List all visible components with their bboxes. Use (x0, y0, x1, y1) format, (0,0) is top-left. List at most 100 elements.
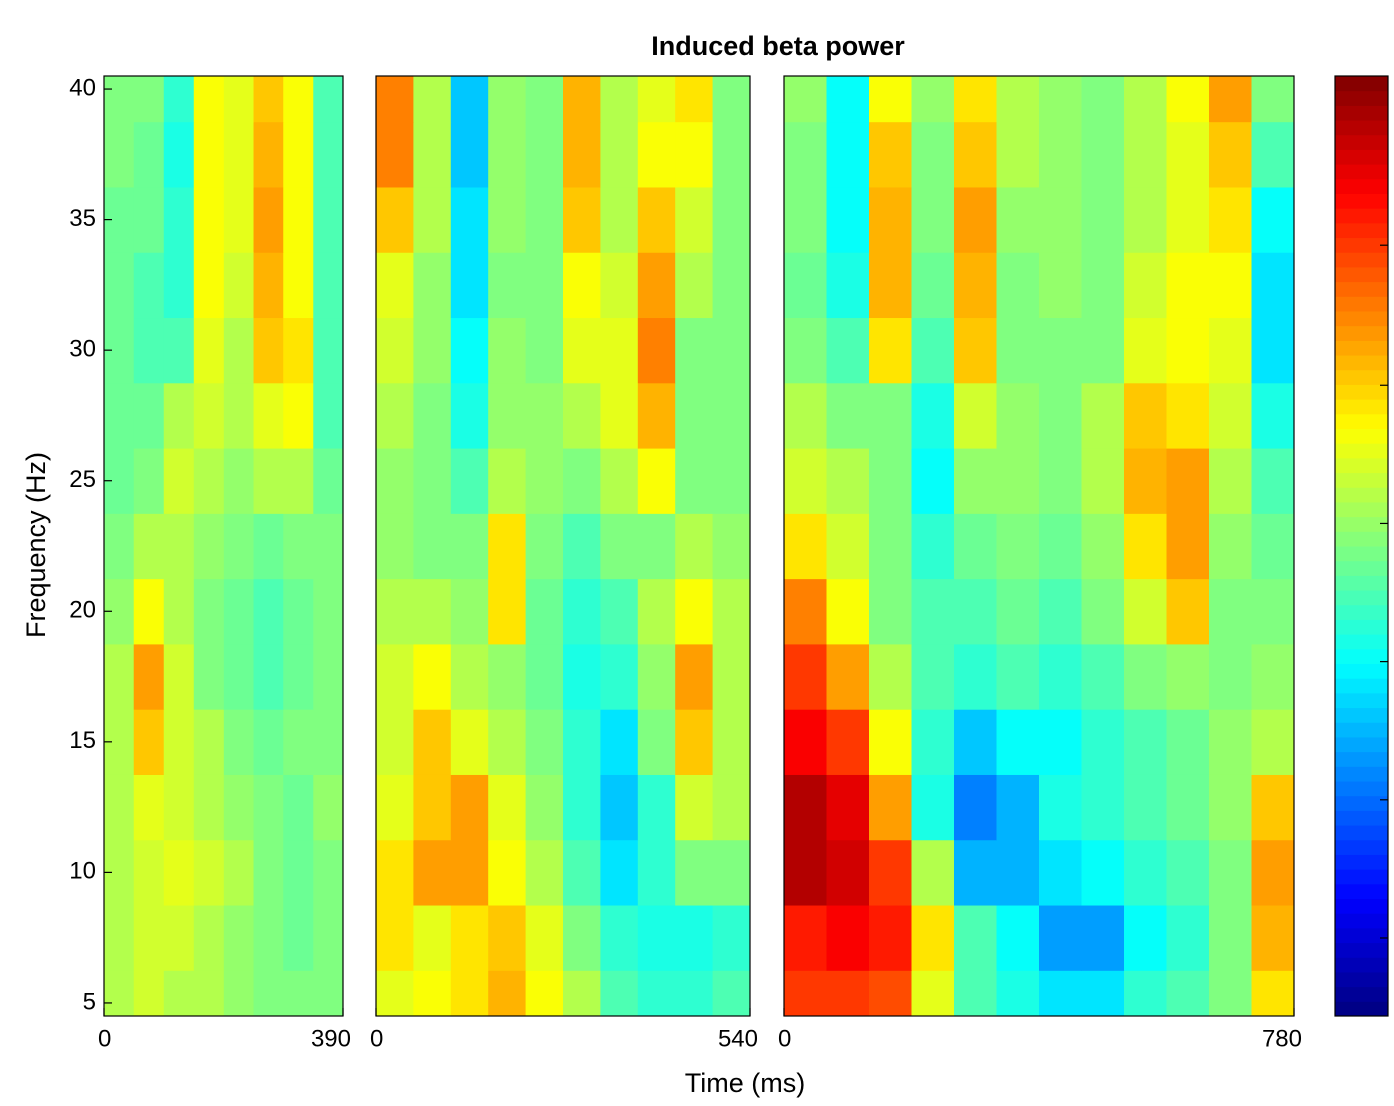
colorbar-cell (1335, 722, 1388, 738)
heatmap-cell (675, 839, 714, 906)
heatmap-cell (283, 709, 314, 775)
colorbar-cell (1335, 854, 1388, 870)
heatmap-cell (911, 970, 955, 1017)
heatmap-cell (954, 186, 997, 253)
heatmap-cell (163, 709, 195, 775)
heatmap-cell (313, 317, 344, 384)
colorbar-cell (1335, 1001, 1388, 1017)
y-tick-label: 25 (69, 466, 96, 493)
heatmap-cell (911, 643, 955, 710)
colorbar-cell (1335, 252, 1388, 268)
heatmap-cell (283, 905, 314, 971)
colorbar-cell (1335, 76, 1388, 92)
heatmap-cell (133, 121, 165, 188)
heatmap-cell (1209, 905, 1252, 971)
heatmap-cell (1209, 774, 1252, 841)
heatmap-cell (826, 121, 870, 188)
colorbar-cell (1335, 164, 1388, 180)
heatmap-cell (954, 839, 997, 906)
heatmap-cell (1166, 578, 1210, 645)
panel-frame (103, 75, 344, 1017)
heatmap-cell (525, 709, 564, 775)
heatmap-cell (1166, 252, 1210, 319)
heatmap-cell (450, 317, 489, 384)
heatmap-cell (1166, 317, 1210, 384)
colorbar-frame (1334, 75, 1389, 1017)
colorbar-cell (1335, 795, 1388, 811)
heatmap-cell (133, 317, 165, 384)
heatmap-cell (1166, 970, 1210, 1017)
heatmap-cell (163, 643, 195, 710)
heatmap-cell (1039, 252, 1082, 319)
heatmap-cell (223, 709, 255, 775)
heatmap-cell (712, 76, 751, 123)
heatmap-cell (600, 186, 639, 253)
heatmap-cell (1209, 970, 1252, 1017)
heatmap-cell (911, 76, 955, 123)
heatmap-cell (450, 774, 489, 841)
heatmap-cell (563, 76, 601, 123)
heatmap-cell (1209, 839, 1252, 906)
heatmap-cell (488, 121, 527, 188)
heatmap-cell (193, 76, 225, 123)
heatmap-cell (488, 448, 527, 514)
colorbar-cell (1335, 781, 1388, 797)
heatmap-cell (826, 709, 870, 775)
heatmap-cell (869, 709, 912, 775)
colorbar-cell (1335, 149, 1388, 165)
heatmap-cell (600, 839, 639, 906)
heatmap-cell (1166, 709, 1210, 775)
heatmap-cell (253, 774, 284, 841)
heatmap-cell (826, 970, 870, 1017)
heatmap-cell (1166, 448, 1210, 514)
heatmap-cell (1039, 317, 1082, 384)
heatmap-cell (1251, 317, 1295, 384)
heatmap-cell (1081, 839, 1125, 906)
y-axis-label: Frequency (Hz) (21, 452, 51, 638)
heatmap-cell (488, 382, 527, 449)
heatmap-cell (996, 448, 1040, 514)
heatmap-cell (223, 121, 255, 188)
colorbar-cell (1335, 120, 1388, 136)
heatmap-cell (911, 448, 955, 514)
heatmap-cell (712, 643, 751, 710)
heatmap-cell (376, 252, 414, 319)
heatmap-cell (784, 252, 827, 319)
heatmap-cell (450, 186, 489, 253)
heatmap-cell (637, 839, 676, 906)
panel-frame (375, 75, 751, 1017)
heatmap-cell (1251, 709, 1295, 775)
colorbar-cell (1335, 913, 1388, 929)
heatmap-cell (1124, 448, 1167, 514)
heatmap-cell (253, 121, 284, 188)
heatmap-cell (376, 774, 414, 841)
heatmap-cell (784, 905, 827, 971)
heatmap-cell (954, 121, 997, 188)
heatmap-cell (826, 839, 870, 906)
heatmap-cell (1251, 970, 1295, 1017)
heatmap-cell (313, 839, 344, 906)
heatmap-cell (1124, 317, 1167, 384)
heatmap-cell (313, 774, 344, 841)
heatmap-cell (193, 578, 225, 645)
heatmap-cell (376, 578, 414, 645)
heatmap-cell (600, 448, 639, 514)
heatmap-cell (1039, 76, 1082, 123)
heatmap-cell (313, 252, 344, 319)
heatmap-cell (869, 643, 912, 710)
heatmap-cell (637, 905, 676, 971)
chart-title: Induced beta power (651, 31, 905, 61)
heatmap-cell (954, 76, 997, 123)
heatmap-cell (1039, 970, 1082, 1017)
heatmap-cell (1081, 513, 1125, 580)
colorbar-cell (1335, 648, 1388, 664)
heatmap-cell (1251, 905, 1295, 971)
colorbar-cell (1335, 487, 1388, 503)
heatmap-cell (1166, 774, 1210, 841)
heatmap-cell (133, 578, 165, 645)
heatmap-cell (525, 578, 564, 645)
heatmap-cell (869, 839, 912, 906)
heatmap-cell (253, 186, 284, 253)
heatmap-cell (675, 578, 714, 645)
heatmap-cell (712, 709, 751, 775)
